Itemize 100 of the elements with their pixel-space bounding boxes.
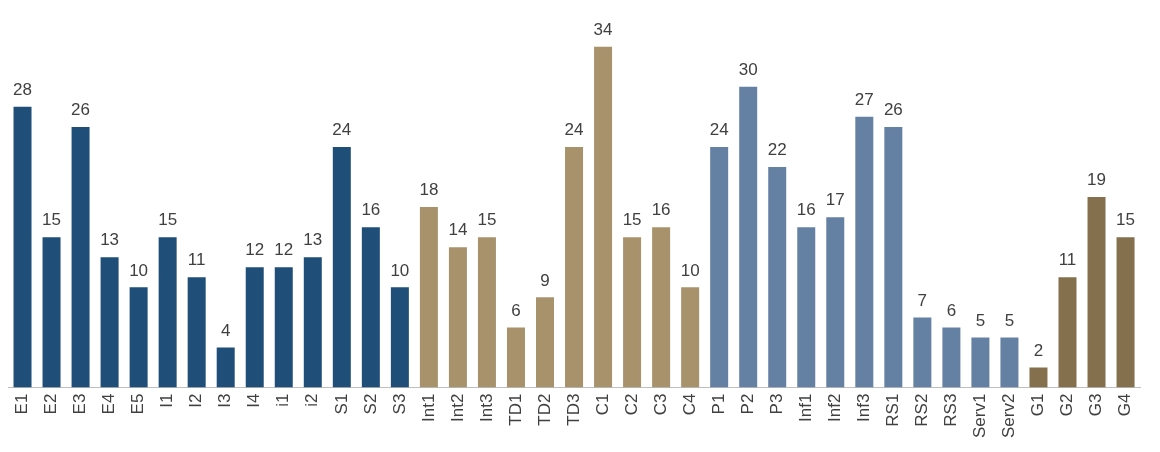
- data-label: 6: [946, 300, 957, 320]
- x-tick-label: E1: [12, 393, 32, 415]
- x-tick-label: P2: [737, 393, 757, 415]
- data-label: 30: [738, 59, 758, 79]
- x-tick-label: RS1: [883, 393, 903, 427]
- bar: [13, 106, 32, 388]
- bar: [1029, 367, 1048, 388]
- x-tick-label: RS3: [941, 393, 961, 427]
- bar: [390, 287, 409, 388]
- bar: [1087, 197, 1106, 388]
- bar: [332, 146, 351, 388]
- bar: [768, 167, 787, 388]
- x-tick-label: Inf2: [824, 393, 844, 422]
- x-tick-label: E5: [128, 393, 148, 415]
- x-tick-label: I4: [244, 393, 264, 408]
- x-tick-label: RS2: [912, 393, 932, 427]
- data-label: 15: [622, 210, 642, 230]
- data-label: 9: [540, 270, 550, 290]
- bar: [1116, 237, 1135, 388]
- x-tick-label: S2: [360, 393, 380, 415]
- data-label: 16: [796, 200, 816, 220]
- bar: [623, 237, 642, 388]
- bar: [942, 327, 961, 388]
- bar: [855, 116, 874, 388]
- bar: [1058, 277, 1077, 388]
- data-label: 7: [917, 290, 928, 310]
- data-label: 34: [593, 19, 613, 39]
- bar: [1000, 337, 1019, 388]
- data-label: 16: [361, 200, 381, 220]
- x-tick-label: G1: [1028, 393, 1048, 417]
- x-tick-label: G3: [1086, 393, 1106, 417]
- bar: [100, 257, 119, 388]
- data-label: 5: [1004, 310, 1015, 330]
- data-label: 2: [1033, 340, 1044, 360]
- bar: [826, 217, 845, 388]
- x-tick-label: Int1: [418, 393, 438, 422]
- data-label: 13: [303, 230, 323, 250]
- data-label: 19: [1087, 170, 1106, 190]
- x-tick-label: Inf1: [795, 393, 815, 422]
- x-tick-label: S3: [389, 393, 409, 415]
- bar: [129, 287, 148, 388]
- data-label: 5: [975, 310, 986, 330]
- bar: [652, 227, 671, 388]
- x-tick-label: E4: [99, 393, 119, 415]
- x-tick-label: Serv1: [970, 393, 990, 439]
- x-tick-label: Int2: [447, 393, 467, 422]
- x-tick-label: G4: [1115, 393, 1135, 417]
- data-label: 16: [651, 200, 671, 220]
- data-label: 18: [419, 180, 439, 200]
- data-label: 12: [274, 240, 294, 260]
- bar: [594, 46, 613, 388]
- x-tick-label: TD1: [505, 393, 525, 426]
- x-tick-label: I2: [186, 393, 206, 408]
- data-label: 22: [767, 140, 787, 160]
- x-tick-label: C4: [679, 393, 699, 416]
- bar: [419, 207, 438, 388]
- x-tick-label: Serv2: [999, 393, 1019, 439]
- bar: [71, 126, 90, 388]
- x-tick-label: Int3: [476, 393, 496, 422]
- data-label: 24: [564, 120, 584, 140]
- data-label: 10: [390, 260, 410, 280]
- data-label: 13: [100, 230, 120, 250]
- x-tick-label: TD3: [563, 393, 583, 426]
- data-label: 6: [511, 300, 521, 320]
- bar: [913, 317, 932, 388]
- x-tick-label: I1: [157, 393, 177, 408]
- data-label: 24: [709, 120, 729, 140]
- x-tick-label: P3: [766, 393, 786, 415]
- x-tick-label: G2: [1057, 393, 1077, 417]
- data-label: 15: [1116, 210, 1136, 230]
- data-label: 15: [42, 210, 61, 230]
- data-label: 4: [220, 320, 231, 340]
- bar: [274, 267, 293, 388]
- bar: [565, 146, 584, 388]
- data-label: 28: [13, 80, 32, 100]
- data-label: 11: [1058, 250, 1077, 270]
- bar: [158, 237, 177, 388]
- bar: [681, 287, 700, 388]
- x-tick-label: E3: [70, 393, 90, 415]
- data-label: 27: [854, 90, 874, 110]
- data-label: 26: [71, 100, 91, 120]
- bar: [506, 327, 525, 388]
- bar: [710, 146, 729, 388]
- x-tick-label: C3: [650, 393, 670, 416]
- data-label: 26: [883, 100, 903, 120]
- x-tick-label: P1: [708, 393, 728, 415]
- x-tick-label: i2: [302, 393, 322, 407]
- bar: [303, 257, 322, 388]
- bar: [477, 237, 496, 388]
- x-tick-label: I3: [215, 393, 235, 408]
- x-tick-label: C1: [592, 393, 612, 416]
- data-label: 15: [477, 210, 497, 230]
- bar: [536, 297, 554, 388]
- data-label: 24: [332, 120, 352, 140]
- bar: [739, 86, 758, 388]
- x-tick-label: E2: [41, 393, 61, 415]
- x-tick-label: C2: [621, 393, 641, 416]
- data-label: 14: [448, 220, 468, 240]
- data-label: 10: [129, 260, 149, 280]
- bar: [187, 277, 206, 388]
